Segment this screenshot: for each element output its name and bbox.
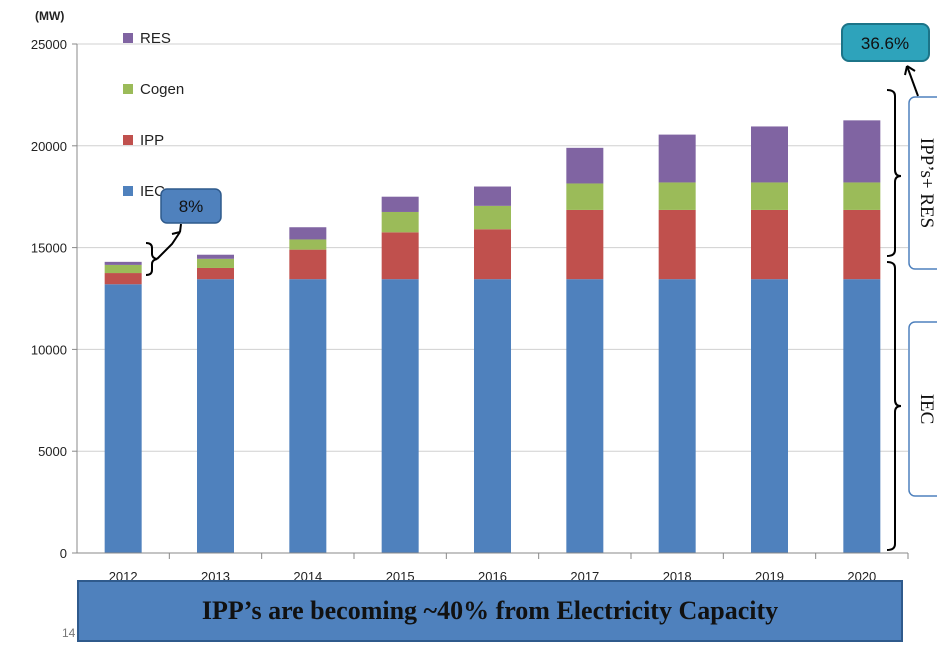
bars xyxy=(104,120,881,553)
bar-cogen-2015 xyxy=(381,211,419,233)
bar-iec-2015 xyxy=(381,279,419,553)
bar-ipp-2013 xyxy=(197,267,234,280)
side-label-iec: IEC xyxy=(916,394,937,425)
brace-ipp-res xyxy=(886,89,902,257)
bar-res-2016 xyxy=(474,186,511,206)
bar-cogen-2012 xyxy=(104,264,142,274)
side-box-iec xyxy=(908,321,937,497)
bar-iec-2020 xyxy=(843,279,881,553)
brace-iec xyxy=(886,261,902,551)
bar-ipp-2017 xyxy=(566,209,604,280)
y-tick-label: 0 xyxy=(60,546,67,561)
arrowhead-2020 xyxy=(904,65,916,76)
bar-cogen-2014 xyxy=(289,239,327,250)
bar-cogen-2013 xyxy=(197,258,234,268)
y-axis-unit: (MW) xyxy=(35,9,64,23)
legend-swatch-res xyxy=(123,33,133,43)
y-tick-label: 20000 xyxy=(31,139,67,154)
bar-ipp-2015 xyxy=(381,232,419,280)
y-tick-label: 15000 xyxy=(31,241,67,256)
legend-label-cogen: Cogen xyxy=(140,81,184,98)
legend-label-iec: IEC xyxy=(140,183,165,200)
y-tick-label: 10000 xyxy=(31,342,67,357)
bar-iec-2016 xyxy=(474,279,511,553)
bar-ipp-2018 xyxy=(658,209,696,280)
bar-res-2020 xyxy=(843,120,881,183)
bar-cogen-2016 xyxy=(474,205,511,230)
arrow-2012 xyxy=(156,231,181,260)
y-tick-label: 5000 xyxy=(38,444,67,459)
arrowhead-2012 xyxy=(171,223,182,235)
legend-swatch-cogen xyxy=(123,84,133,94)
callout-box-2020 xyxy=(841,23,930,62)
legend-label-ipp: IPP xyxy=(140,132,164,149)
bar-iec-2012 xyxy=(104,284,142,553)
bar-res-2014 xyxy=(289,227,327,240)
bar-res-2013 xyxy=(197,254,234,259)
summary-banner: IPP’s are becoming ~40% from Electricity… xyxy=(77,580,903,642)
arrow-2020 xyxy=(906,65,919,97)
bar-iec-2017 xyxy=(566,279,604,553)
bar-ipp-2014 xyxy=(289,249,327,280)
bar-cogen-2019 xyxy=(751,182,788,210)
callout-label-2012: 8% xyxy=(179,197,204,216)
bar-iec-2018 xyxy=(658,279,696,553)
side-label-ipp-res: IPP’s+ RES xyxy=(916,138,937,228)
bar-ipp-2019 xyxy=(751,209,788,280)
page-number: 14 xyxy=(62,626,76,640)
bar-res-2018 xyxy=(658,134,696,183)
legend-swatch-ipp xyxy=(123,135,133,145)
bar-res-2017 xyxy=(566,147,604,184)
callout-label-2020: 36.6% xyxy=(861,34,909,53)
legend-swatch-iec xyxy=(123,186,133,196)
bar-res-2019 xyxy=(751,126,788,183)
bar-res-2015 xyxy=(381,196,419,212)
legend-label-res: RES xyxy=(140,30,171,47)
callout-box-2012 xyxy=(160,188,222,224)
bar-cogen-2018 xyxy=(658,182,696,210)
banner-text: IPP’s are becoming ~40% from Electricity… xyxy=(201,596,779,625)
side-box-ipp-res xyxy=(908,96,937,270)
bar-iec-2013 xyxy=(197,279,234,553)
bar-ipp-2020 xyxy=(843,209,881,280)
callout-2012: 8% xyxy=(145,188,222,276)
legend: RES Cogen IPP IEC xyxy=(123,30,184,200)
bar-cogen-2017 xyxy=(566,183,604,210)
y-tick-label: 25000 xyxy=(31,37,67,52)
y-axis-ticks: 0 5000 10000 15000 20000 25000 xyxy=(31,37,78,561)
bar-ipp-2016 xyxy=(474,229,511,280)
bar-res-2012 xyxy=(104,261,142,265)
callout-2020: 36.6% xyxy=(841,23,930,97)
bar-iec-2014 xyxy=(289,279,327,553)
bar-ipp-2012 xyxy=(104,273,142,285)
bar-cogen-2020 xyxy=(843,182,881,210)
bar-iec-2019 xyxy=(751,279,788,553)
